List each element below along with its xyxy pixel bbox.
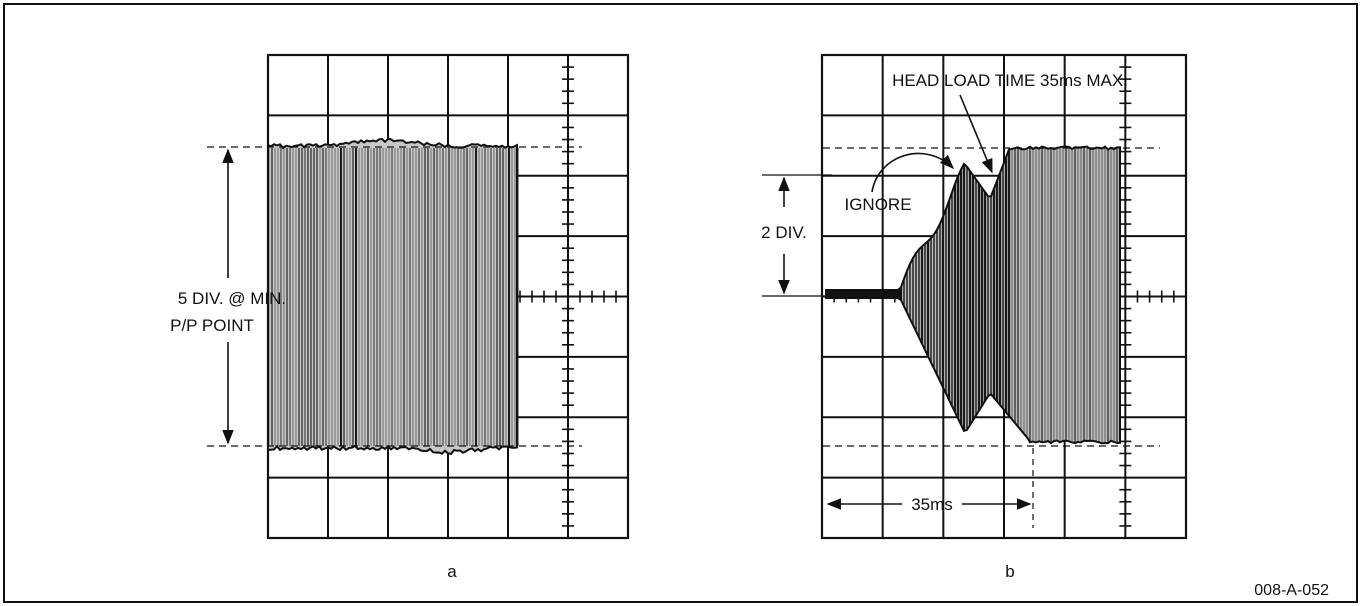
panel-label-b: b: [1005, 562, 1014, 581]
scope-panel-a: 5 DIV. @ MIN. P/P POINT a: [170, 53, 630, 581]
waveform-a: [267, 137, 519, 455]
scope-panel-b: 2 DIV. HEAD LOAD TIME 35ms MAX. IGNORE 3…: [761, 53, 1188, 581]
head-load-label: HEAD LOAD TIME 35ms MAX.: [892, 71, 1128, 90]
ignore-callout-arrow: [871, 152, 955, 193]
head-load-callout-arrow: [959, 94, 993, 174]
amplitude-label-a-line2: P/P POINT: [170, 316, 254, 335]
waveform-baseline: [826, 289, 902, 299]
time-label-b: 35ms: [911, 495, 953, 514]
amplitude-label-a-line1: 5 DIV. @ MIN.: [178, 289, 286, 308]
ignore-label: IGNORE: [844, 195, 911, 214]
amplitude-label-b: 2 DIV.: [761, 223, 807, 242]
figure-id: 008-A-052: [1254, 582, 1329, 599]
panel-label-a: a: [447, 562, 457, 581]
waveform-b: [825, 145, 1121, 445]
figure-frame: [3, 3, 1358, 603]
